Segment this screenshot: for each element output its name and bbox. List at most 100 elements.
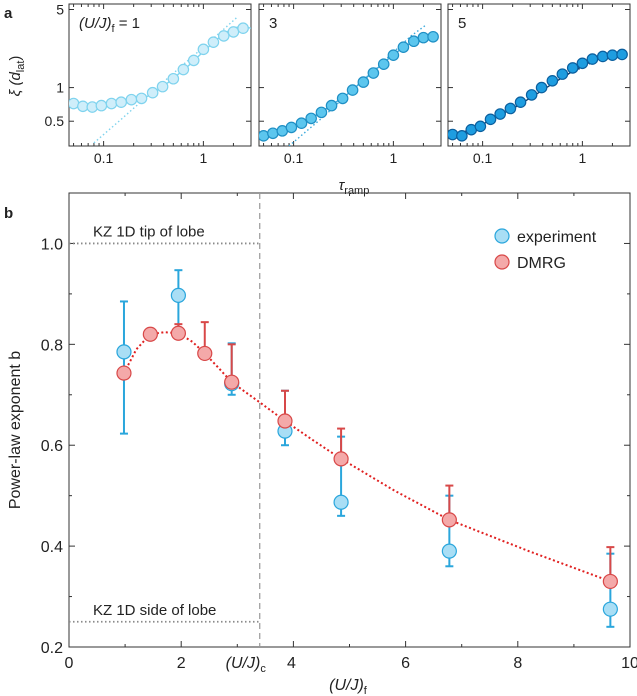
data-point (417, 31, 430, 44)
x-tick-label: 2 (177, 655, 186, 672)
subpanel-label-value: 3 (269, 15, 277, 32)
panel-b: b 0 2 4 6 8 10(U/J)c0.20.40.60.81.0KZ 1D tip … (4, 192, 637, 696)
power-law-guide (93, 16, 239, 144)
subpanel-2: 0.1 1 3 (258, 3, 442, 166)
data-point (115, 96, 127, 108)
data-point (187, 54, 200, 67)
dmrg-point (197, 345, 213, 362)
experiment-point (441, 543, 457, 559)
data-point (305, 112, 317, 125)
data-point (377, 58, 390, 70)
reference-line-label: KZ 1D side of lobe (93, 602, 216, 619)
data-point (105, 97, 118, 110)
y-tick-label: 0.2 (41, 640, 63, 657)
subpanel-frame (258, 3, 442, 147)
data-point (295, 117, 308, 129)
x-tick-label: 1 (199, 150, 207, 166)
subpanel-label-sub: f (112, 23, 116, 35)
data-point (207, 36, 220, 48)
subpanel-3: 0.1 1 5 (447, 3, 631, 166)
x-tick-label: 1 (578, 150, 586, 166)
data-point (135, 92, 148, 105)
y-tick-label: 1 (56, 80, 64, 96)
experiment-point (116, 344, 132, 360)
experiment-point (333, 494, 349, 510)
dmrg-point (602, 573, 618, 590)
panel-a-ylabel-sub: lat (15, 61, 27, 73)
panel-b-xlabel-sub: f (364, 685, 368, 696)
x-tick-label: 1 (389, 150, 397, 166)
subpanel-label-value: = 1 (115, 15, 140, 32)
subpanel-1: 0.1 1 0.5 1 5 (U/J)f = 1 (45, 1, 252, 166)
panel-a-xlabel-sub: ramp (344, 185, 369, 197)
subpanel-frame (68, 3, 252, 147)
x-tick-label: 0.1 (284, 150, 304, 166)
data-point (586, 53, 599, 65)
y-tick-label: 0.4 (41, 539, 63, 556)
data-point (456, 130, 468, 142)
data-point (387, 49, 400, 61)
panel-a-xlabel-main: τ (339, 177, 346, 194)
x-tick-label: 0 (65, 655, 74, 672)
panel-a-ylabel-main: ξ (d (7, 72, 24, 97)
data-point (474, 120, 487, 133)
reference-line-label: KZ 1D tip of lobe (93, 223, 205, 240)
data-point (448, 128, 459, 141)
data-point (146, 86, 159, 99)
data-point (606, 49, 619, 61)
data-point (315, 106, 328, 119)
dmrg-point (224, 374, 240, 390)
x-tick-label: 6 (401, 655, 410, 672)
legend-experiment-marker (494, 228, 510, 244)
panel-a-ylabel-tail: ) (7, 56, 24, 61)
dmrg-point (142, 326, 158, 342)
panel-a-xlabel: τramp (339, 177, 370, 197)
y-tick-label: 0.6 (41, 438, 63, 455)
dmrg-point (170, 325, 186, 341)
legend-experiment-label: experiment (517, 229, 597, 246)
data-point (397, 41, 410, 53)
data-point (167, 72, 180, 85)
x-tick-label: 8 (513, 655, 522, 672)
critical-tick-label: (U/J)c (226, 655, 267, 675)
data-point (177, 63, 190, 76)
y-tick-label: 1.0 (41, 236, 63, 253)
legend: experiment DMRG (494, 228, 597, 272)
legend-dmrg-marker (494, 254, 510, 270)
data-point (285, 121, 298, 134)
data-point (95, 99, 108, 112)
fit-curve (259, 36, 435, 138)
dmrg-curve (123, 331, 611, 583)
data-point (525, 89, 538, 101)
subpanel-label-prefix: (U/J) (79, 15, 112, 32)
panel-b-ylabel: Power-law exponent b (7, 351, 24, 509)
data-point (336, 92, 349, 105)
data-point (494, 108, 506, 120)
data-point (514, 96, 527, 108)
x-tick-label: 10 (621, 655, 637, 672)
subpanel-label: 5 (458, 15, 466, 32)
dmrg-point (116, 365, 132, 381)
y-tick-label: 0.5 (45, 113, 65, 129)
x-tick-label: 4 (287, 655, 296, 672)
panel-b-xlabel-main: (U/J) (329, 677, 364, 694)
data-point (504, 102, 517, 115)
data-point (267, 127, 279, 140)
panel-a-ylabel: ξ (dlat) (7, 56, 27, 97)
data-point (156, 80, 169, 93)
data-point (484, 113, 497, 126)
data-point (556, 68, 569, 80)
experiment-point (170, 287, 186, 304)
data-point (427, 30, 439, 43)
panel-a: a 0.1 1 0.5 1 5 (U/J)f = 1 0.1 1 3 0.1 1 5 τramp ξ … (4, 1, 631, 197)
subpanel-plot-area (259, 24, 439, 146)
subpanel-plot-area (69, 16, 251, 144)
dmrg-point (333, 451, 349, 467)
data-point (576, 57, 589, 70)
subpanel-label: (U/J)f = 1 (79, 15, 140, 35)
data-point (616, 48, 628, 61)
data-point (357, 76, 370, 88)
subpanel-frame (447, 3, 631, 147)
data-point (125, 93, 138, 106)
